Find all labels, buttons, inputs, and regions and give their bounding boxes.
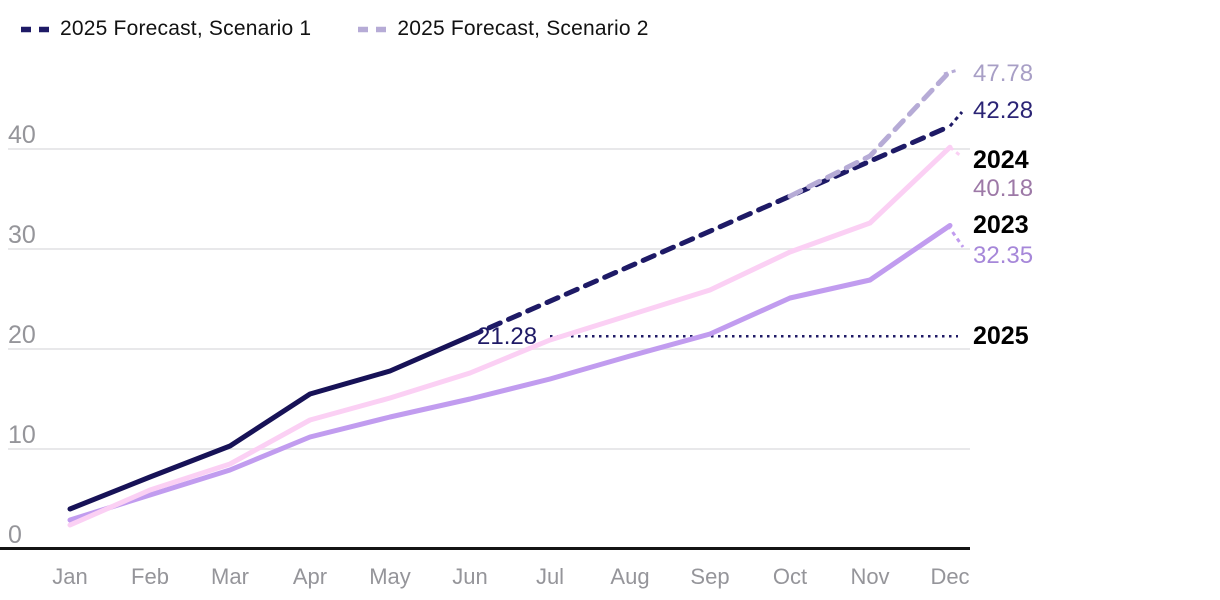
- x-tick-label: Apr: [293, 564, 327, 589]
- series-value-label: 47.78: [973, 60, 1033, 87]
- series-value-label: 40.18: [973, 175, 1033, 202]
- x-tick-label: Jun: [452, 564, 487, 589]
- current-value-label: 21.28: [477, 323, 537, 350]
- x-tick-label: Feb: [131, 564, 169, 589]
- series-line-2023: [67, 223, 953, 523]
- legend-item-label: 2025 Forecast, Scenario 2: [397, 17, 649, 40]
- label-leader-line: [946, 224, 965, 248]
- x-tick-label: May: [369, 564, 411, 589]
- series-line-2024: [67, 144, 953, 528]
- x-tick-label: Jul: [536, 564, 564, 589]
- label-leader-line: [949, 146, 963, 159]
- legend-item-label: 2025 Forecast, Scenario 1: [60, 17, 312, 40]
- y-tick-label: 30: [8, 221, 36, 249]
- x-tick-label: Oct: [773, 564, 807, 589]
- x-tick-label: Aug: [610, 564, 649, 589]
- dashed-line-swatch-scenario-1: [21, 26, 51, 32]
- y-tick-label: 20: [8, 321, 36, 349]
- dashed-line-swatch-scenario-2: [358, 26, 389, 32]
- legend-item-scenario-1: 2025 Forecast, Scenario 1: [20, 17, 311, 41]
- series-year-label: 2023: [973, 211, 1029, 239]
- legend-item-scenario-2: 2025 Forecast, Scenario 2: [357, 17, 648, 41]
- series-year-label: 2024: [973, 146, 1029, 174]
- series-value-label: 32.35: [973, 242, 1033, 269]
- legend: 2025 Forecast, Scenario 1 2025 Forecast,…: [20, 17, 649, 41]
- series-value-label: 42.28: [973, 97, 1033, 124]
- label-leader-line: [943, 68, 959, 76]
- series-year-label: 2025: [973, 322, 1029, 350]
- y-tick-label: 10: [8, 421, 36, 449]
- label-leader-line: [948, 111, 964, 128]
- y-tick-label: 0: [8, 521, 22, 549]
- x-tick-label: Mar: [211, 564, 249, 589]
- y-tick-label: 40: [8, 121, 36, 149]
- x-tick-label: Nov: [850, 564, 889, 589]
- series-line-2025: [67, 333, 473, 512]
- x-tick-label: Sep: [690, 564, 729, 589]
- x-tick-label: Dec: [930, 564, 969, 589]
- series-line-2025-forecast-scenario-2: [787, 68, 953, 199]
- series-line-2025-forecast-scenario-1: [467, 123, 953, 339]
- x-tick-label: Jan: [52, 564, 87, 589]
